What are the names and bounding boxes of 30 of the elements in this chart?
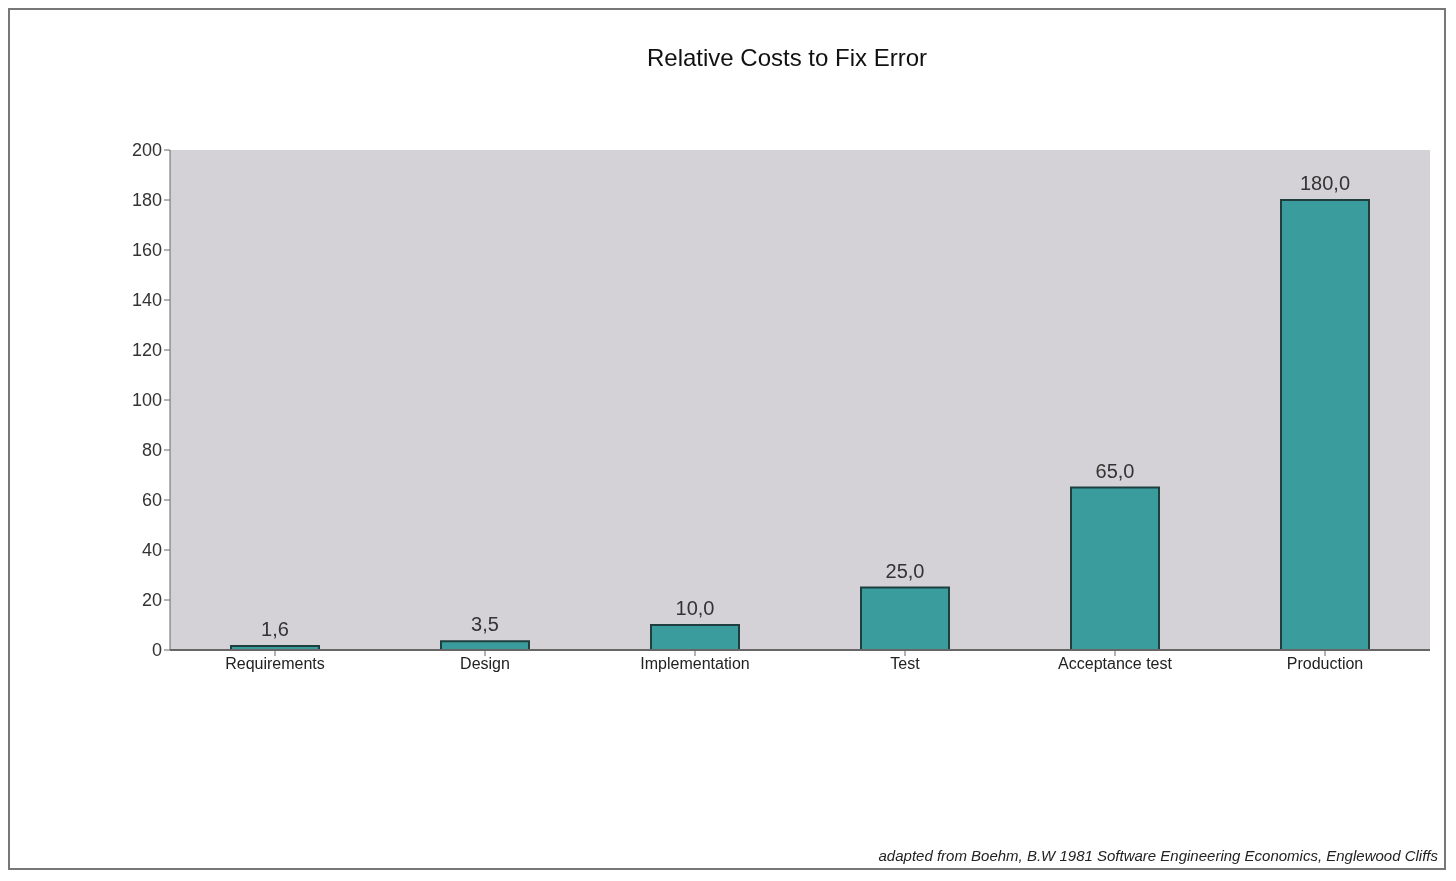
y-tick-label: 40 [141, 540, 162, 561]
bar [1070, 486, 1160, 650]
data-label: 25,0 [885, 559, 925, 582]
y-tick-label: 160 [131, 240, 162, 261]
data-label: 180,0 [1299, 172, 1351, 194]
text: adapted from Boehm, B.W 1981 Software Engineering Economics, Englewood Cliffs [878, 847, 1438, 864]
y-tick-label: 100 [131, 390, 162, 411]
chart-title: Relative Costs to Fix Error [645, 44, 929, 72]
bar [650, 624, 740, 650]
x-tick-label: Acceptance test [1058, 655, 1173, 673]
x-tick-label: Requirements [225, 655, 325, 673]
y-tick-label: 20 [141, 590, 162, 611]
x-tick-label: Production [1286, 655, 1364, 673]
x-tick-label: Design [460, 655, 510, 673]
bar [440, 640, 530, 650]
x-tick-label: Implementation [640, 655, 750, 673]
bar [1280, 199, 1370, 650]
x-tick-label: Test [890, 655, 921, 673]
y-tick-label: 80 [141, 440, 162, 461]
bar [860, 586, 950, 650]
y-tick-label: 60 [141, 490, 162, 511]
data-label: 65,0 [1095, 459, 1135, 482]
data-label: 1,6 [261, 618, 289, 640]
y-tick-label: 200 [131, 140, 162, 161]
y-tick-label: 180 [131, 190, 162, 211]
data-label: 10,0 [675, 597, 715, 619]
y-tick-label: 0 [151, 640, 162, 661]
data-label: 3,5 [471, 613, 499, 636]
y-tick-label: 120 [131, 340, 162, 361]
y-tick-label: 140 [131, 290, 162, 311]
